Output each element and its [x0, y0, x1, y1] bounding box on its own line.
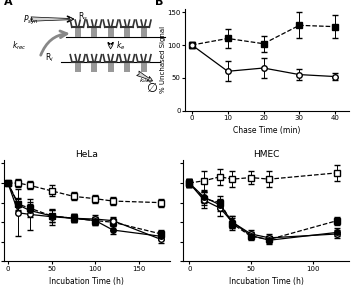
- Bar: [140, 27, 146, 37]
- X-axis label: Incubation Time (h): Incubation Time (h): [49, 277, 124, 286]
- X-axis label: Chase Time (min): Chase Time (min): [233, 127, 301, 135]
- Text: R$_i$: R$_i$: [45, 51, 54, 64]
- Text: B: B: [155, 0, 163, 7]
- Text: k$_e$: k$_e$: [115, 39, 125, 52]
- Y-axis label: % Unchased Signal: % Unchased Signal: [160, 26, 166, 93]
- Title: HeLa: HeLa: [75, 150, 98, 159]
- Bar: [91, 27, 97, 37]
- Bar: [124, 62, 130, 72]
- Bar: [124, 27, 130, 37]
- Text: $\varnothing$: $\varnothing$: [146, 81, 158, 95]
- Text: k$_{rec}$: k$_{rec}$: [12, 39, 26, 52]
- Text: R$_s$: R$_s$: [78, 11, 88, 23]
- Text: P$_{syn}$: P$_{syn}$: [23, 13, 39, 27]
- Text: A: A: [4, 0, 12, 7]
- Bar: [91, 62, 97, 72]
- Bar: [108, 62, 114, 72]
- Title: HMEC: HMEC: [253, 150, 280, 159]
- Bar: [75, 27, 80, 37]
- Bar: [75, 62, 80, 72]
- Bar: [108, 27, 114, 37]
- X-axis label: Incubation Time (h): Incubation Time (h): [229, 277, 304, 286]
- Bar: [140, 62, 146, 72]
- Text: k$_{deg}$: k$_{deg}$: [139, 77, 152, 87]
